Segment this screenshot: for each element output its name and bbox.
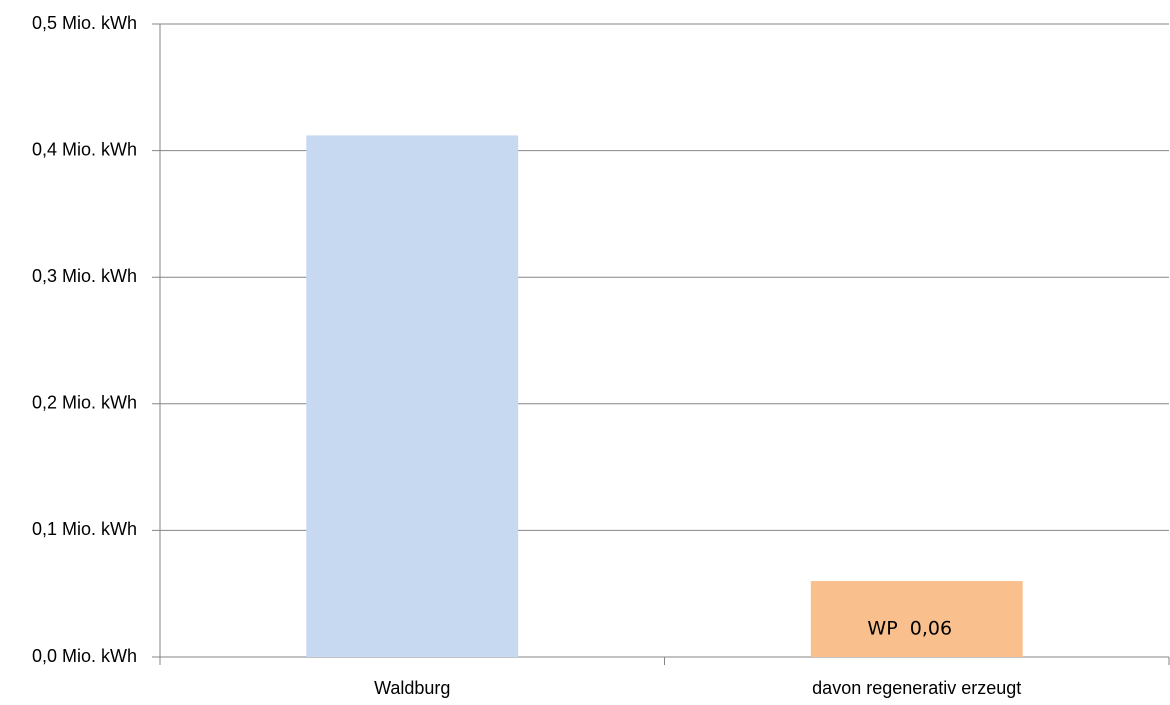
- y-tick-label: 0,0 Mio. kWh: [32, 646, 137, 666]
- y-tick-label: 0,3 Mio. kWh: [32, 266, 137, 286]
- y-tick-label: 0,5 Mio. kWh: [32, 13, 137, 33]
- bar: [306, 135, 519, 657]
- y-tick-label: 0,1 Mio. kWh: [32, 519, 137, 539]
- x-tick-label: Waldburg: [374, 678, 450, 698]
- y-tick-label: 0,4 Mio. kWh: [32, 139, 137, 159]
- y-tick-label: 0,2 Mio. kWh: [32, 393, 137, 413]
- x-tick-label: davon regenerativ erzeugt: [812, 678, 1021, 698]
- bar: [810, 581, 1023, 657]
- data-label: WP 0,06: [867, 618, 952, 640]
